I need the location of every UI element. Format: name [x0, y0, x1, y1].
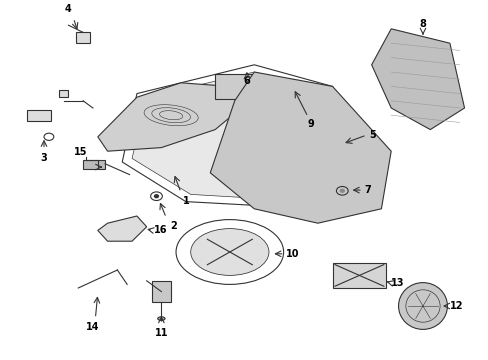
Polygon shape: [210, 72, 390, 223]
Text: 4: 4: [65, 4, 72, 14]
FancyBboxPatch shape: [59, 90, 68, 97]
Text: 3: 3: [41, 153, 47, 163]
Ellipse shape: [190, 229, 268, 275]
Polygon shape: [371, 29, 464, 130]
Text: 12: 12: [449, 301, 463, 311]
Text: 1: 1: [182, 196, 189, 206]
FancyBboxPatch shape: [273, 79, 293, 94]
Text: 7: 7: [364, 185, 370, 195]
Text: 11: 11: [154, 328, 168, 338]
Text: 2: 2: [170, 221, 177, 231]
FancyBboxPatch shape: [83, 160, 105, 169]
Text: 16: 16: [154, 225, 167, 235]
Text: 6: 6: [243, 76, 250, 86]
Ellipse shape: [157, 317, 164, 320]
FancyBboxPatch shape: [332, 263, 386, 288]
Polygon shape: [98, 83, 254, 151]
Text: 5: 5: [368, 130, 375, 140]
FancyBboxPatch shape: [27, 110, 51, 121]
Circle shape: [340, 189, 344, 192]
Text: 13: 13: [390, 278, 404, 288]
Polygon shape: [98, 216, 146, 241]
Ellipse shape: [398, 283, 447, 329]
FancyBboxPatch shape: [215, 74, 254, 99]
Text: 10: 10: [285, 249, 299, 259]
FancyBboxPatch shape: [76, 32, 90, 43]
Text: 9: 9: [306, 119, 313, 129]
Text: 8: 8: [419, 19, 426, 29]
Text: 14: 14: [86, 322, 100, 332]
Text: 15: 15: [74, 147, 87, 157]
Circle shape: [154, 195, 158, 198]
FancyBboxPatch shape: [151, 281, 171, 302]
Polygon shape: [132, 72, 356, 202]
